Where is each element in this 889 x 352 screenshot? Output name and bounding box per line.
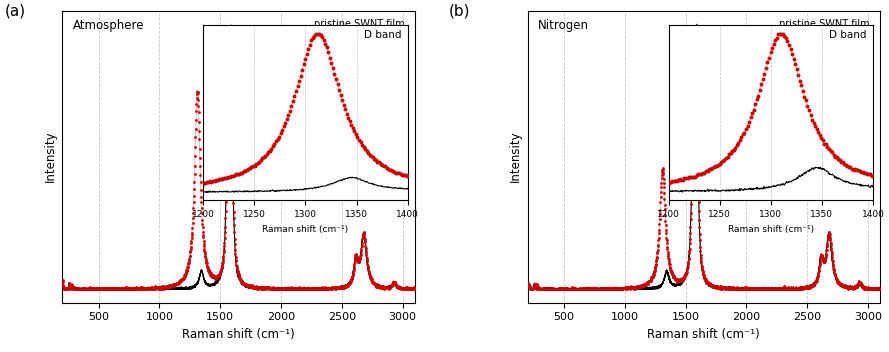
X-axis label: Raman shift (cm⁻¹): Raman shift (cm⁻¹) (647, 328, 760, 341)
Text: Nitrogen: Nitrogen (538, 19, 589, 32)
Text: (b): (b) (449, 4, 470, 19)
X-axis label: Raman shift (cm⁻¹): Raman shift (cm⁻¹) (182, 328, 295, 341)
Text: E-beam treated SWNT film: E-beam treated SWNT film (275, 43, 404, 53)
Text: (a): (a) (4, 4, 26, 19)
Text: Atmosphere: Atmosphere (73, 19, 144, 32)
Y-axis label: Intensity: Intensity (509, 131, 522, 182)
Y-axis label: Intensity: Intensity (44, 131, 57, 182)
Text: pristine SWNT film: pristine SWNT film (314, 19, 404, 29)
Text: pristine SWNT film: pristine SWNT film (779, 19, 869, 29)
Text: E-beam treated SWNT film: E-beam treated SWNT film (740, 43, 869, 53)
